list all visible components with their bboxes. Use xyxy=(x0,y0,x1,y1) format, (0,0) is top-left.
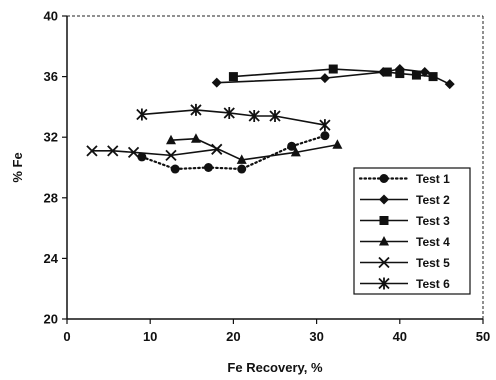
point-test-4-marker xyxy=(290,146,301,157)
point-test-6-marker xyxy=(319,119,331,132)
series-layer xyxy=(86,64,455,174)
legend-label-test-6: Test 6 xyxy=(416,277,450,291)
y-tick-label: 32 xyxy=(44,130,58,145)
legend-test-6-marker xyxy=(378,277,390,290)
point-test-4-marker xyxy=(190,133,201,143)
point-test-3-marker xyxy=(428,72,438,82)
point-test-1-marker xyxy=(287,141,297,151)
legend-test-1-marker xyxy=(379,174,389,183)
legend: Test 1 Test 2 Test 3 Test 4 Test 5 Test 6 xyxy=(353,167,471,295)
point-test-3-marker xyxy=(395,69,405,79)
x-tick-label: 0 xyxy=(63,329,70,344)
point-test-1-marker xyxy=(170,164,180,174)
series-test-6 xyxy=(136,103,331,132)
axes: 20 24 28 32 36 40 0 10 20 30 40 50 xyxy=(44,9,491,345)
y-tick-label: 40 xyxy=(44,9,58,24)
point-test-1-marker xyxy=(320,131,330,141)
legend-entry-test-3: Test 3 xyxy=(360,214,450,228)
series-test-3 xyxy=(228,64,438,82)
y-axis-label: % Fe xyxy=(10,152,25,182)
point-test-3-marker xyxy=(228,72,238,82)
legend-entry-test-6: Test 6 xyxy=(360,277,450,291)
legend-label-test-2: Test 2 xyxy=(416,193,450,207)
point-test-2-marker xyxy=(444,79,455,90)
legend-test-4-marker xyxy=(379,236,389,246)
point-test-1-marker xyxy=(237,164,247,174)
point-test-4-marker xyxy=(166,134,176,145)
point-test-4-marker xyxy=(236,154,247,164)
legend-test-2-marker xyxy=(379,194,389,205)
point-test-5-marker xyxy=(127,146,140,158)
x-tick-label: 20 xyxy=(226,329,240,344)
y-tick-label: 36 xyxy=(44,69,58,84)
point-test-3-marker xyxy=(382,67,392,77)
point-test-5-marker xyxy=(107,145,119,157)
point-test-2-marker xyxy=(419,67,430,78)
x-axis-label: Fe Recovery, % xyxy=(227,360,323,375)
point-test-3-marker xyxy=(411,70,421,80)
series-line-test-6 xyxy=(141,109,326,126)
x-tick-label: 50 xyxy=(476,329,490,344)
x-tick-label: 10 xyxy=(143,329,157,344)
legend-label-test-3: Test 3 xyxy=(416,214,450,228)
x-tick-label: 30 xyxy=(309,329,323,344)
point-test-6-marker xyxy=(269,109,281,122)
point-test-6-marker xyxy=(190,103,202,116)
legend-entry-test-2: Test 2 xyxy=(360,193,450,207)
legend-entry-test-5: Test 5 xyxy=(360,256,450,270)
legend-label-test-4: Test 4 xyxy=(416,235,450,249)
point-test-1-marker xyxy=(137,152,147,162)
series-test-4 xyxy=(166,133,343,164)
point-test-6-marker xyxy=(248,109,260,122)
legend-test-5-marker xyxy=(378,256,390,269)
legend-label-test-5: Test 5 xyxy=(416,256,450,270)
point-test-4-marker xyxy=(332,139,343,149)
series-test-5 xyxy=(86,143,223,162)
point-test-6-marker xyxy=(223,106,235,119)
legend-entry-test-4: Test 4 xyxy=(360,235,450,249)
legend-label-test-1: Test 1 xyxy=(416,172,450,186)
point-test-1-marker xyxy=(203,163,213,172)
point-test-6-marker xyxy=(136,108,148,121)
legend-test-3-marker xyxy=(379,216,389,225)
y-tick-label: 20 xyxy=(44,312,58,327)
point-test-5-marker xyxy=(211,143,223,155)
series-line-test-1 xyxy=(140,134,327,171)
point-test-2-marker xyxy=(211,77,222,88)
point-test-5-marker xyxy=(86,145,98,157)
x-tick-label: 40 xyxy=(393,329,407,344)
series-test-1 xyxy=(137,131,330,174)
point-test-3-marker xyxy=(328,64,338,74)
legend-entry-test-1: Test 1 xyxy=(358,172,450,186)
y-tick-label: 24 xyxy=(44,251,59,266)
legend-box xyxy=(353,167,471,295)
point-test-5-marker xyxy=(165,149,177,162)
y-tick-label: 28 xyxy=(44,190,58,205)
point-test-2-marker xyxy=(319,73,330,84)
